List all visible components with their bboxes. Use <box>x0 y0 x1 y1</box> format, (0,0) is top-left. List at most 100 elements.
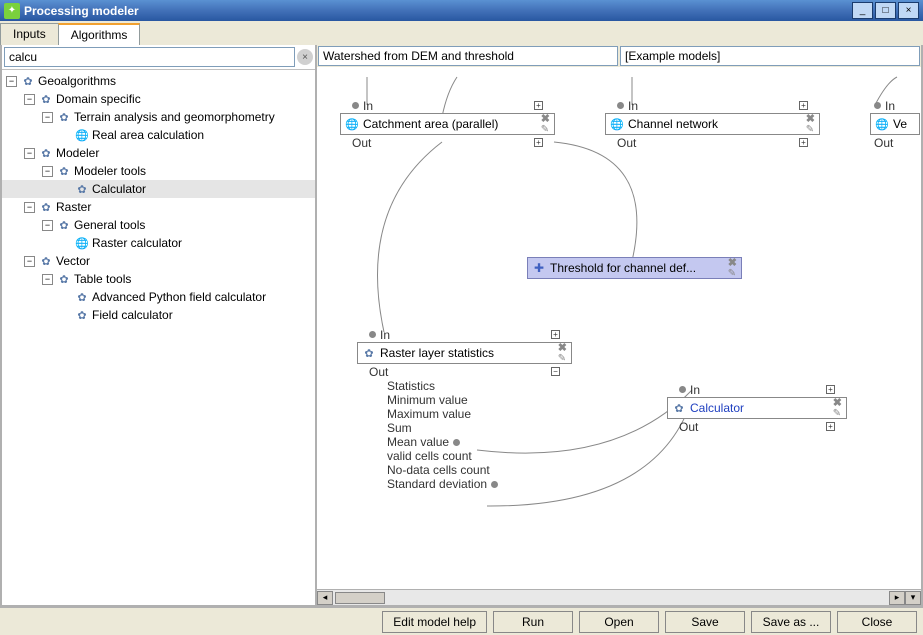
node-delete-icon[interactable]: ✖ <box>558 343 567 354</box>
expand-in-icon[interactable]: + <box>799 101 808 110</box>
tree-item-modeler-tools[interactable]: −✿Modeler tools <box>2 162 315 180</box>
node-edit-icon[interactable]: ✎ <box>558 354 567 364</box>
tree-toggle[interactable]: − <box>24 94 35 105</box>
close-model-button[interactable]: Close <box>837 611 917 633</box>
tree-label: Field calculator <box>92 308 173 322</box>
gear-icon: ✿ <box>57 164 71 178</box>
tree-item-raster-calculator[interactable]: 🌐Raster calculator <box>2 234 315 252</box>
expand-in-icon[interactable]: + <box>534 101 543 110</box>
expand-out-icon[interactable]: + <box>534 138 543 147</box>
node-channel-network[interactable]: In + 🌐 Channel network ✖✎ Out + <box>605 98 820 150</box>
scroll-down-icon[interactable]: ▾ <box>905 591 921 605</box>
node-title: Raster layer statistics <box>380 346 550 360</box>
port-label-out: Out <box>874 136 893 150</box>
save-button[interactable]: Save <box>665 611 745 633</box>
canvas-hscroll[interactable]: ◂ ▸ ▾ <box>317 589 921 605</box>
tree-toggle[interactable]: − <box>42 166 53 177</box>
port-label-out: Out <box>352 136 371 150</box>
scroll-right-icon[interactable]: ▸ <box>889 591 905 605</box>
tree-item-vector[interactable]: −✿Vector <box>2 252 315 270</box>
tree-item-terrain[interactable]: −✿Terrain analysis and geomorphometry <box>2 108 315 126</box>
output-max: Maximum value <box>387 407 471 421</box>
port-label-in: In <box>363 99 373 113</box>
close-button[interactable]: × <box>898 2 919 19</box>
tree-item-calculator[interactable]: ✿Calculator <box>2 180 315 198</box>
model-header <box>317 45 921 67</box>
expand-in-icon[interactable]: + <box>826 385 835 394</box>
open-button[interactable]: Open <box>579 611 659 633</box>
port-dot-icon <box>679 386 686 393</box>
outputs-list: Statistics Minimum value Maximum value S… <box>387 379 572 491</box>
tree-label: Modeler tools <box>74 164 146 178</box>
search-clear-icon[interactable]: × <box>297 49 313 65</box>
node-vect-clipped[interactable]: In 🌐 Ve Out <box>870 98 920 150</box>
tree-item-modeler[interactable]: −✿Modeler <box>2 144 315 162</box>
tree-item-field-calculator[interactable]: ✿Field calculator <box>2 306 315 324</box>
algorithm-tree[interactable]: −✿Geoalgorithms −✿Domain specific −✿Terr… <box>2 70 315 605</box>
tree-item-raster[interactable]: −✿Raster <box>2 198 315 216</box>
gear-icon: ✿ <box>57 218 71 232</box>
tree-toggle[interactable]: − <box>24 256 35 267</box>
save-as-button[interactable]: Save as ... <box>751 611 831 633</box>
model-canvas[interactable]: In + 🌐 Catchment area (parallel) ✖✎ Out … <box>317 67 921 589</box>
run-button[interactable]: Run <box>493 611 573 633</box>
node-threshold-param[interactable]: ✚ Threshold for channel def... ✖✎ <box>527 257 742 279</box>
app-icon: ✦ <box>4 3 20 19</box>
edit-model-help-button[interactable]: Edit model help <box>382 611 487 633</box>
tree-label: Domain specific <box>56 92 141 106</box>
tree-item-geoalgorithms[interactable]: −✿Geoalgorithms <box>2 72 315 90</box>
node-catchment-area[interactable]: In + 🌐 Catchment area (parallel) ✖✎ Out … <box>340 98 555 150</box>
scroll-track[interactable] <box>333 591 889 605</box>
tree-toggle[interactable]: − <box>24 148 35 159</box>
scroll-left-icon[interactable]: ◂ <box>317 591 333 605</box>
gear-icon: ✿ <box>39 200 53 214</box>
node-delete-icon[interactable]: ✖ <box>541 114 550 125</box>
tree-toggle[interactable]: − <box>42 274 53 285</box>
tree-toggle[interactable]: − <box>6 76 17 87</box>
node-edit-icon[interactable]: ✎ <box>833 409 842 419</box>
node-edit-icon[interactable]: ✎ <box>728 269 737 279</box>
tab-inputs[interactable]: Inputs <box>0 23 59 45</box>
tree-item-general-tools[interactable]: −✿General tools <box>2 216 315 234</box>
main: × −✿Geoalgorithms −✿Domain specific −✿Te… <box>0 45 923 607</box>
gear-icon: ✿ <box>39 254 53 268</box>
tree-toggle[interactable]: − <box>42 220 53 231</box>
tree-label: Table tools <box>74 272 131 286</box>
output-stddev: Standard deviation <box>387 477 487 491</box>
port-label-in: In <box>690 383 700 397</box>
button-bar: Edit model help Run Open Save Save as ..… <box>0 607 923 635</box>
node-calculator[interactable]: In + ✿ Calculator ✖✎ Out + <box>667 382 847 434</box>
tree-item-real-area[interactable]: 🌐Real area calculation <box>2 126 315 144</box>
node-raster-statistics[interactable]: In + ✿ Raster layer statistics ✖✎ Out − … <box>357 327 572 491</box>
search-input[interactable] <box>4 47 295 67</box>
node-delete-icon[interactable]: ✖ <box>806 114 815 125</box>
expand-in-icon[interactable]: + <box>551 330 560 339</box>
tree-item-adv-python[interactable]: ✿Advanced Python field calculator <box>2 288 315 306</box>
tab-algorithms[interactable]: Algorithms <box>58 23 141 45</box>
model-name-input[interactable] <box>318 46 618 66</box>
node-edit-icon[interactable]: ✎ <box>541 125 550 135</box>
node-delete-icon[interactable]: ✖ <box>833 398 842 409</box>
window-buttons: _ □ × <box>852 2 919 19</box>
node-edit-icon[interactable]: ✎ <box>806 125 815 135</box>
model-group-input[interactable] <box>620 46 920 66</box>
tree-item-domain-specific[interactable]: −✿Domain specific <box>2 90 315 108</box>
scroll-thumb[interactable] <box>335 592 385 604</box>
tree-toggle[interactable]: − <box>24 202 35 213</box>
node-delete-icon[interactable]: ✖ <box>728 258 737 269</box>
maximize-button[interactable]: □ <box>875 2 896 19</box>
tree-label: Calculator <box>92 182 146 196</box>
tree-item-table-tools[interactable]: −✿Table tools <box>2 270 315 288</box>
minimize-button[interactable]: _ <box>852 2 873 19</box>
tree-label: Real area calculation <box>92 128 204 142</box>
globe-icon: 🌐 <box>345 117 359 131</box>
output-sum: Sum <box>387 421 412 435</box>
gear-icon: ✿ <box>21 74 35 88</box>
expand-out-icon[interactable]: + <box>799 138 808 147</box>
node-title: Ve <box>893 117 915 131</box>
port-dot-icon <box>874 102 881 109</box>
tree-toggle[interactable]: − <box>42 112 53 123</box>
expand-out-icon[interactable]: + <box>826 422 835 431</box>
collapse-out-icon[interactable]: − <box>551 367 560 376</box>
tree-label: Raster calculator <box>92 236 182 250</box>
